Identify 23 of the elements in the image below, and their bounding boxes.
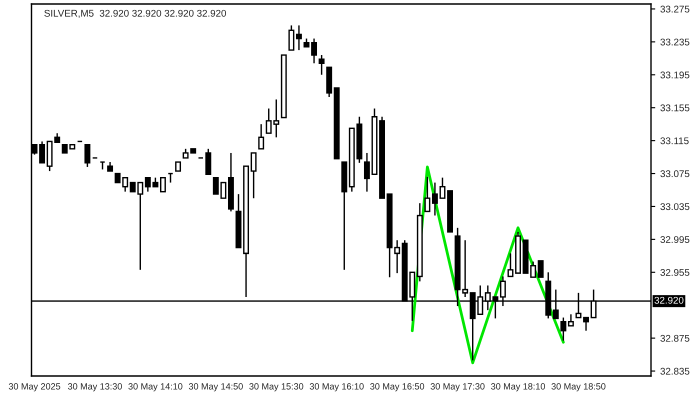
x-tick-label: 30 May 18:10 <box>491 383 546 392</box>
x-tick-label: 30 May 17:30 <box>430 383 485 392</box>
y-tick-label: 33.275 <box>660 6 690 13</box>
y-tick-label: 33.075 <box>660 170 690 178</box>
y-tick-label: 33.235 <box>660 38 690 46</box>
x-tick-label: 30 May 18:50 <box>551 383 606 392</box>
x-tick-label: 30 May 14:50 <box>188 383 243 392</box>
y-tick-label: 32.955 <box>660 269 690 276</box>
ref-line-label: 32.920 <box>654 296 684 304</box>
x-tick-label: 30 May 16:50 <box>370 383 424 392</box>
y-tick-label: 32.835 <box>660 368 690 375</box>
x-tick-label: 30 May 14:10 <box>128 383 182 392</box>
y-tick-label: 33.155 <box>660 104 690 112</box>
y-tick-label: 32.995 <box>660 236 690 243</box>
y-tick-label: 33.035 <box>660 203 690 210</box>
x-tick-label: 30 May 16:10 <box>310 383 364 392</box>
x-tick-label: 30 May 15:30 <box>249 383 304 392</box>
y-tick-label: 33.195 <box>660 72 690 78</box>
x-tick-label: 30 May 13:30 <box>68 383 122 392</box>
y-tick-label: 33.115 <box>660 137 689 144</box>
text: SILVER,M5 32.920 32.920 32.920 32.920 <box>44 10 226 18</box>
y-tick-label: 32.875 <box>660 334 690 342</box>
x-tick-label: 30 May 2025 <box>8 383 60 392</box>
